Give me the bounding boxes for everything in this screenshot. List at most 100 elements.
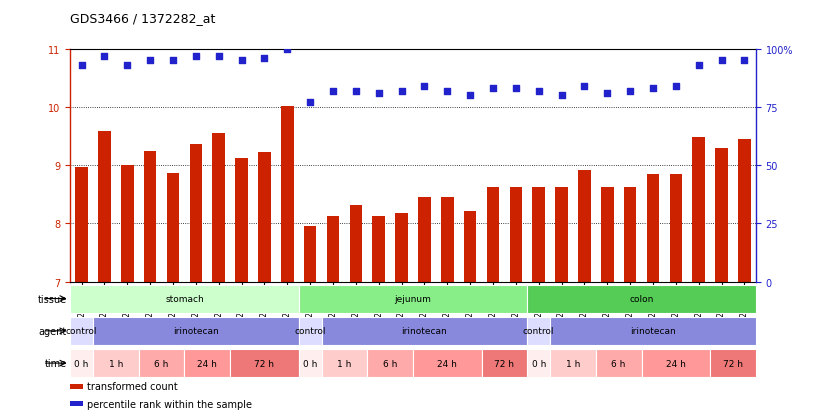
Text: GDS3466 / 1372282_at: GDS3466 / 1372282_at (70, 12, 216, 25)
Text: control: control (66, 327, 97, 335)
Bar (70, 401, 83, 406)
Bar (327, 217, 339, 413)
Bar (533, 188, 545, 413)
Bar (642, 349, 710, 377)
Bar (75, 168, 88, 413)
Text: 0 h: 0 h (531, 359, 546, 368)
Point (692, 62, 705, 69)
Point (578, 83, 591, 90)
Text: percentile rank within the sample: percentile rank within the sample (88, 399, 253, 408)
Bar (550, 349, 596, 377)
Text: jejunum: jejunum (395, 294, 431, 303)
Point (395, 88, 408, 95)
Bar (715, 148, 728, 413)
Text: 0 h: 0 h (74, 359, 89, 368)
Bar (413, 349, 482, 377)
Bar (212, 134, 225, 413)
Text: 72 h: 72 h (723, 359, 743, 368)
Point (509, 86, 523, 93)
Point (189, 53, 202, 60)
Bar (190, 144, 202, 413)
Text: 24 h: 24 h (437, 359, 458, 368)
Bar (349, 206, 362, 413)
Bar (93, 349, 139, 377)
Bar (93, 317, 299, 345)
Bar (710, 349, 756, 377)
Text: control: control (523, 327, 554, 335)
Text: irinotecan: irinotecan (630, 327, 676, 335)
Point (326, 88, 339, 95)
Bar (396, 214, 408, 413)
Bar (321, 317, 527, 345)
Point (555, 93, 568, 100)
Point (601, 90, 614, 97)
Bar (482, 349, 527, 377)
Text: irinotecan: irinotecan (173, 327, 219, 335)
Text: stomach: stomach (165, 294, 204, 303)
Text: 1 h: 1 h (337, 359, 352, 368)
Point (304, 100, 317, 106)
Point (624, 88, 637, 95)
Bar (487, 188, 499, 413)
Bar (601, 188, 614, 413)
Point (738, 58, 751, 64)
Bar (624, 188, 636, 413)
Text: tissue: tissue (38, 294, 67, 304)
Point (487, 86, 500, 93)
Point (532, 88, 545, 95)
Point (258, 56, 271, 62)
Text: 72 h: 72 h (495, 359, 515, 368)
Point (349, 88, 363, 95)
Point (418, 83, 431, 90)
Bar (555, 188, 567, 413)
Point (212, 53, 225, 60)
Bar (139, 349, 184, 377)
Point (75, 62, 88, 69)
Text: control: control (294, 327, 326, 335)
Bar (304, 227, 316, 413)
Bar (184, 349, 230, 377)
Bar (299, 285, 527, 313)
Text: colon: colon (629, 294, 653, 303)
Bar (281, 107, 293, 413)
Bar (464, 211, 477, 413)
Bar (647, 175, 659, 413)
Bar (441, 198, 453, 413)
Point (647, 86, 660, 93)
Text: 6 h: 6 h (383, 359, 397, 368)
Bar (321, 349, 368, 377)
Bar (230, 349, 299, 377)
Text: 24 h: 24 h (666, 359, 686, 368)
Text: 1 h: 1 h (109, 359, 123, 368)
Bar (235, 159, 248, 413)
Bar (144, 152, 156, 413)
Bar (373, 217, 385, 413)
Bar (738, 140, 751, 413)
Bar (550, 317, 756, 345)
Point (121, 62, 134, 69)
Bar (692, 138, 705, 413)
Point (167, 58, 180, 64)
Bar (368, 349, 413, 377)
Text: agent: agent (39, 326, 67, 336)
Point (373, 90, 386, 97)
Point (235, 58, 249, 64)
Text: 24 h: 24 h (197, 359, 217, 368)
Bar (167, 173, 179, 413)
Bar (299, 349, 321, 377)
Text: transformed count: transformed count (88, 381, 178, 391)
Point (715, 58, 729, 64)
Point (669, 83, 682, 90)
Point (98, 53, 112, 60)
Text: 6 h: 6 h (611, 359, 626, 368)
Bar (98, 132, 111, 413)
Bar (70, 384, 83, 389)
Bar (578, 171, 591, 413)
Bar (121, 166, 134, 413)
Text: 6 h: 6 h (154, 359, 169, 368)
Bar (299, 317, 321, 345)
Bar (259, 153, 271, 413)
Bar (70, 285, 299, 313)
Bar (418, 198, 430, 413)
Bar (510, 188, 522, 413)
